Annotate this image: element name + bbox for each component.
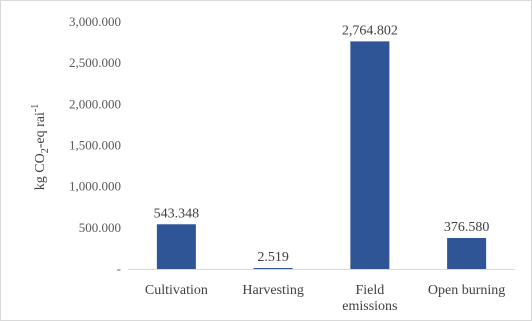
category-label-line: Field bbox=[355, 283, 384, 298]
y-axis-ticks: - 500.000 1,000.000 1,500.000 2,000.000 2,500… bbox=[69, 14, 121, 276]
category-label-line: Harvesting bbox=[242, 283, 303, 298]
y-axis-title-main: kg CO bbox=[33, 153, 48, 190]
bar bbox=[447, 237, 487, 269]
category-labels: Cultivation Harvesting Field emissions Open … bbox=[145, 283, 505, 314]
y-tick-label: 2,000.000 bbox=[69, 96, 121, 111]
category-label-line: Open burning bbox=[428, 283, 505, 298]
data-label: 2,764.802 bbox=[342, 23, 398, 38]
category-label: Harvesting bbox=[242, 283, 303, 298]
data-label: 376.580 bbox=[444, 220, 490, 235]
category-label-line: emissions bbox=[342, 299, 397, 314]
bar bbox=[350, 41, 390, 269]
y-tick-label: - bbox=[117, 261, 121, 276]
y-axis-title-rest: -eq rai bbox=[33, 112, 48, 148]
y-axis-title-subscript: 2 bbox=[40, 148, 51, 153]
y-tick-label: 1,500.000 bbox=[69, 138, 121, 153]
category-label: Field emissions bbox=[342, 283, 397, 314]
category-label-line: Cultivation bbox=[145, 283, 208, 298]
y-axis-title-superscript: -1 bbox=[30, 104, 41, 112]
category-label: Cultivation bbox=[145, 283, 208, 298]
category-label: Open burning bbox=[428, 283, 505, 298]
data-labels: 543.348 2.519 2,764.802 376.580 bbox=[154, 23, 490, 265]
bars bbox=[156, 41, 487, 269]
data-label: 2.519 bbox=[257, 250, 289, 265]
bar bbox=[156, 224, 196, 269]
y-tick-label: 1,000.000 bbox=[69, 179, 121, 194]
bar bbox=[253, 268, 293, 269]
y-tick-label: 3,000.000 bbox=[69, 14, 121, 29]
data-label: 543.348 bbox=[154, 206, 200, 221]
y-tick-label: 500.000 bbox=[79, 220, 121, 235]
y-tick-label: 2,500.000 bbox=[69, 55, 121, 70]
y-axis-title: kg CO2-eq rai-1 bbox=[30, 104, 51, 190]
